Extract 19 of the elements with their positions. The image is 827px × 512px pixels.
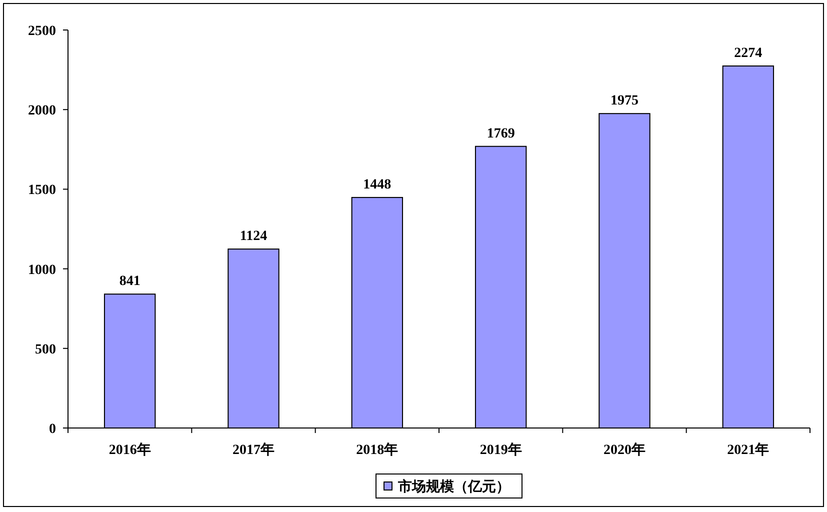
data-label: 2274 (734, 46, 762, 61)
data-label: 841 (119, 274, 140, 290)
y-tick-label: 0 (49, 422, 56, 437)
y-tick-label: 2000 (28, 104, 56, 119)
data-label: 1769 (486, 126, 515, 142)
x-tick-label: 2020年 (604, 442, 646, 458)
y-tick-label: 500 (35, 342, 56, 358)
x-tick-label: 2019年 (480, 442, 522, 458)
x-tick-label: 2021年 (727, 442, 770, 458)
data-label: 1975 (610, 94, 638, 109)
x-tick-label: 2016年 (108, 442, 151, 458)
x-tick-label: 2017年 (232, 442, 274, 458)
y-tick-label: 1000 (28, 262, 56, 278)
data-label: 1124 (240, 229, 268, 244)
y-tick-label: 2500 (28, 24, 56, 39)
data-label: 1448 (363, 177, 392, 192)
x-tick-label: 2018年 (356, 442, 398, 458)
legend-label: 市场规模（亿元） (397, 478, 510, 495)
y-tick-label: 1500 (28, 183, 56, 198)
